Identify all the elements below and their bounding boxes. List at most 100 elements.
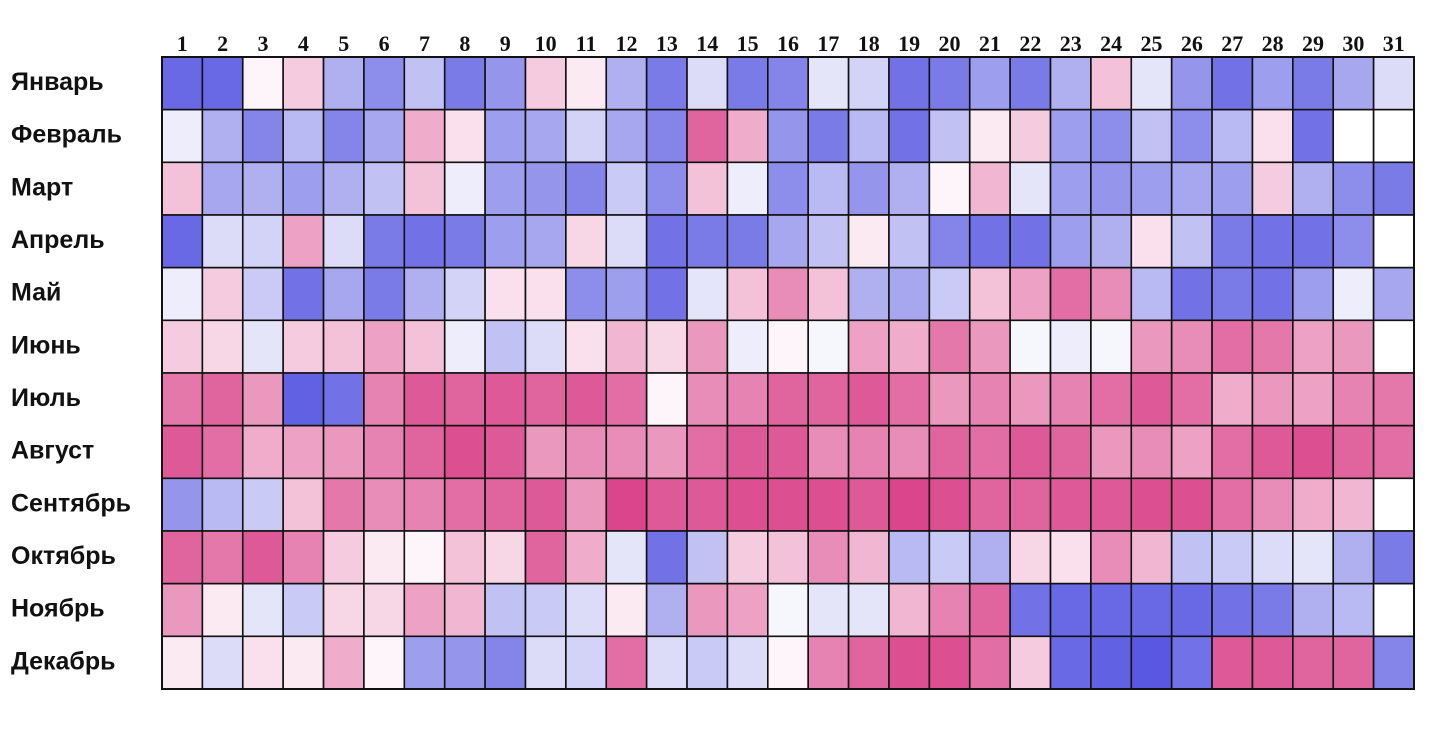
day-label: 23 xyxy=(1060,31,1082,56)
heatmap-cell xyxy=(1372,319,1415,374)
day-label: 13 xyxy=(656,31,678,56)
heatmap-cell xyxy=(1372,424,1415,480)
heatmap-cell xyxy=(443,424,486,480)
heatmap-cell xyxy=(1009,161,1052,216)
heatmap-cell xyxy=(767,161,809,216)
heatmap-cell xyxy=(1009,214,1052,269)
heatmap-cell xyxy=(403,635,446,690)
heatmap-cell xyxy=(524,635,567,690)
heatmap-cell xyxy=(1170,214,1213,269)
heatmap-cell xyxy=(686,582,729,638)
heatmap-cell xyxy=(1251,477,1294,532)
month-label: Май xyxy=(11,279,61,307)
heatmap-cell xyxy=(605,372,648,427)
heatmap-cell xyxy=(1332,372,1375,427)
heatmap-cell xyxy=(726,635,769,690)
heatmap-cell xyxy=(241,530,284,585)
month-label: Июль xyxy=(11,384,81,412)
heatmap-cell xyxy=(1130,161,1173,216)
heatmap-cell xyxy=(484,424,527,480)
heatmap-cell xyxy=(928,319,971,374)
heatmap-cell xyxy=(565,635,608,690)
heatmap-cell xyxy=(241,56,284,111)
heatmap-cell xyxy=(443,108,486,164)
heatmap-cell xyxy=(565,266,608,322)
heatmap-cell xyxy=(1251,161,1294,216)
heatmap-cell xyxy=(807,530,850,585)
heatmap-cell xyxy=(161,161,204,216)
heatmap-cell xyxy=(363,582,406,638)
heatmap-cell xyxy=(847,582,890,638)
heatmap-cell xyxy=(686,530,729,585)
heatmap-cell xyxy=(928,424,971,480)
heatmap-cell xyxy=(1170,530,1213,585)
day-labels: 1 2 3 4 5 6 7 8 9 10 11 12 13 14 15 16 17 18 19 20 21 22 23 24 2… xyxy=(177,31,1405,56)
heatmap-cell xyxy=(888,56,931,111)
heatmap-cell xyxy=(1211,161,1254,216)
heatmap-cell xyxy=(161,214,204,269)
heatmap-cell xyxy=(1332,582,1375,638)
heatmap-cell xyxy=(767,372,809,427)
heatmap-cell xyxy=(1211,108,1254,164)
heatmap-cell xyxy=(1049,319,1092,374)
heatmap-cell xyxy=(928,214,971,269)
heatmap-cell xyxy=(605,477,648,532)
heatmap-cell xyxy=(403,108,446,164)
heatmap-cell xyxy=(888,214,931,269)
heatmap-cell xyxy=(888,424,931,480)
heatmap-cell xyxy=(847,214,890,269)
heatmap-cell xyxy=(565,372,608,427)
heatmap-cell xyxy=(968,582,1011,638)
heatmap-cell xyxy=(1090,214,1133,269)
day-label: 28 xyxy=(1262,31,1284,56)
heatmap-cell xyxy=(1009,372,1052,427)
heatmap-cell xyxy=(1372,266,1415,322)
heatmap-cell xyxy=(161,582,204,638)
heatmap-cell xyxy=(1090,56,1133,111)
heatmap-cell xyxy=(928,161,971,216)
heatmap-cell xyxy=(1170,108,1213,164)
heatmap-cell xyxy=(968,214,1011,269)
heatmap-cell xyxy=(403,319,446,374)
heatmap-cell xyxy=(1130,108,1173,164)
heatmap-cell xyxy=(928,582,971,638)
heatmap-cell xyxy=(1049,108,1092,164)
heatmap-cell xyxy=(484,214,527,269)
heatmap-cell xyxy=(363,266,406,322)
heatmap-cell xyxy=(686,319,729,374)
heatmap-cell xyxy=(565,582,608,638)
heatmap-cell xyxy=(201,582,244,638)
day-label: 31 xyxy=(1383,31,1405,56)
day-label: 24 xyxy=(1100,31,1122,56)
month-label: Октябрь xyxy=(11,542,116,570)
heatmap-cell xyxy=(161,635,204,690)
heatmap-cell xyxy=(645,582,688,638)
day-label: 30 xyxy=(1342,31,1364,56)
heatmap-cell xyxy=(928,635,971,690)
heatmap-cell xyxy=(726,319,769,374)
heatmap-cell xyxy=(847,530,890,585)
heatmap-cell xyxy=(1009,530,1052,585)
heatmap-cell xyxy=(726,266,769,322)
day-label: 18 xyxy=(858,31,880,56)
heatmap-cell xyxy=(282,424,325,480)
heatmap-cell xyxy=(767,635,809,690)
heatmap-cell xyxy=(1170,319,1213,374)
heatmap-cell xyxy=(1332,161,1375,216)
heatmap-cell xyxy=(1211,530,1254,585)
heatmap-cell xyxy=(201,56,244,111)
heatmap-cell xyxy=(888,530,931,585)
heatmap-cell xyxy=(161,56,204,111)
day-label: 15 xyxy=(737,31,759,56)
heatmap-cell xyxy=(363,424,406,480)
heatmap-cell xyxy=(241,635,284,690)
day-label: 20 xyxy=(939,31,961,56)
heatmap-cell xyxy=(1332,266,1375,322)
heatmap-cell xyxy=(807,214,850,269)
heatmap-cell xyxy=(1130,56,1173,111)
day-label: 2 xyxy=(217,31,228,56)
heatmap-cell xyxy=(282,530,325,585)
heatmap-cell xyxy=(1170,56,1213,111)
heatmap-cell xyxy=(363,530,406,585)
heatmap-cell xyxy=(807,266,850,322)
